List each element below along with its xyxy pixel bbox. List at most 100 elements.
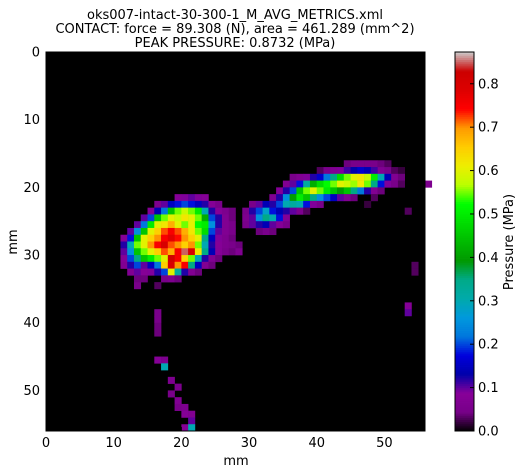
colorbar-segment	[455, 406, 474, 409]
colorbar-segment	[455, 252, 474, 256]
colorbar-segment	[455, 260, 474, 263]
heatmap-cell	[276, 187, 284, 195]
heatmap-cell	[154, 356, 162, 364]
heatmap-cell	[161, 255, 169, 263]
heatmap-cell	[282, 200, 290, 208]
heatmap-cell	[201, 214, 209, 222]
colorbar-segment	[455, 101, 474, 104]
colorbar-segment	[455, 421, 474, 424]
heatmap-cell	[154, 255, 162, 263]
heatmap-cell	[235, 241, 243, 249]
colorbar-segment	[455, 302, 474, 305]
heatmap-cell	[208, 227, 216, 236]
heatmap-cell	[296, 173, 304, 181]
heatmap-cell	[330, 173, 338, 181]
heatmap-cell	[167, 227, 175, 236]
heatmap-cell	[350, 173, 358, 181]
colorbar-segment	[455, 355, 474, 358]
x-tick-label: 50	[376, 436, 393, 451]
heatmap-cell	[140, 255, 148, 263]
colorbar-segment	[455, 59, 474, 62]
heatmap-cell	[316, 187, 324, 195]
heatmap-cell	[174, 234, 182, 242]
heatmap-cell	[208, 234, 216, 242]
heatmap-cell	[188, 221, 196, 229]
heatmap-cell	[269, 194, 277, 202]
colorbar-segment	[455, 228, 474, 231]
colorbar-segment	[455, 53, 474, 57]
heatmap-cell	[120, 241, 128, 249]
heatmap-cell	[357, 180, 365, 188]
x-tick-label: 0	[42, 436, 50, 451]
heatmap-cell	[194, 194, 202, 202]
heatmap-cell	[221, 241, 230, 249]
colorbar-segment	[455, 402, 474, 405]
colorbar-segment	[455, 175, 474, 178]
colorbar-segment	[455, 95, 474, 98]
heatmap-cell	[215, 234, 223, 242]
colorbar-segment	[455, 389, 474, 392]
colorbar-segment	[455, 112, 474, 115]
heatmap-cell	[140, 275, 148, 283]
heatmap-cell	[350, 194, 358, 202]
heatmap-cell	[215, 241, 223, 249]
heatmap-cell	[343, 173, 351, 181]
heatmap-cell	[133, 221, 142, 229]
colorbar-segment	[455, 124, 474, 127]
heatmap-cell	[377, 173, 385, 181]
heatmap-cell	[181, 214, 189, 222]
colorbar-segment	[455, 133, 474, 136]
heatmap-cell	[215, 248, 223, 256]
colorbar-segment	[455, 154, 474, 157]
heatmap-cell	[249, 200, 257, 208]
heatmap-cell	[161, 221, 169, 229]
heatmap-cell	[303, 194, 311, 202]
heatmap-cell	[140, 261, 148, 269]
heatmap-cell	[282, 221, 290, 229]
heatmap-cell	[194, 241, 202, 249]
colorbar-segment	[455, 358, 474, 362]
heatmap-cell	[228, 234, 236, 242]
colorbar-segment	[455, 173, 474, 176]
heatmap-cell	[343, 167, 351, 175]
heatmap-cell	[120, 248, 128, 256]
plot-frame	[45, 51, 426, 432]
heatmap-cell	[201, 255, 209, 263]
heatmap-cell	[289, 187, 297, 195]
heatmap-cell	[357, 187, 365, 195]
heatmap-cell	[147, 234, 155, 242]
heatmap-cell	[194, 200, 202, 208]
heatmap-cell	[377, 167, 385, 175]
heatmap-cell	[316, 194, 324, 202]
colorbar-segment	[455, 106, 474, 110]
heatmap-cell	[337, 167, 345, 175]
colorbar-tick-label: 0.0	[478, 425, 499, 440]
heatmap-cell	[181, 221, 189, 229]
colorbar-segment	[455, 131, 474, 134]
colorbar-segment	[455, 118, 474, 121]
colorbar-segment	[455, 196, 474, 199]
heatmap-cell	[364, 200, 372, 208]
heatmap-cell	[370, 167, 378, 175]
colorbar-segment	[455, 268, 474, 271]
heatmap-cell	[161, 261, 169, 269]
heatmap-cell	[174, 207, 182, 215]
colorbar-segment	[455, 127, 474, 131]
heatmap-cell	[188, 417, 196, 425]
heatmap-cell	[357, 167, 365, 175]
heatmap-cell	[208, 248, 216, 256]
title-line-1: oks007-intact-30-300-1_M_AVG_METRICS.xml	[87, 8, 383, 23]
heatmap-cell	[384, 160, 392, 168]
colorbar-segment	[455, 319, 474, 322]
heatmap-cell	[154, 261, 162, 269]
heatmap-cell	[181, 227, 189, 236]
heatmap-cell	[255, 214, 263, 222]
colorbar-segment	[455, 188, 474, 191]
heatmap-cell	[167, 268, 175, 276]
heatmap-cell	[167, 207, 175, 215]
colorbar-segment	[455, 237, 474, 240]
heatmap-cell	[323, 180, 331, 188]
heatmap-cell	[188, 214, 196, 222]
heatmap-cell	[154, 309, 162, 317]
heatmap-cell	[255, 227, 263, 236]
